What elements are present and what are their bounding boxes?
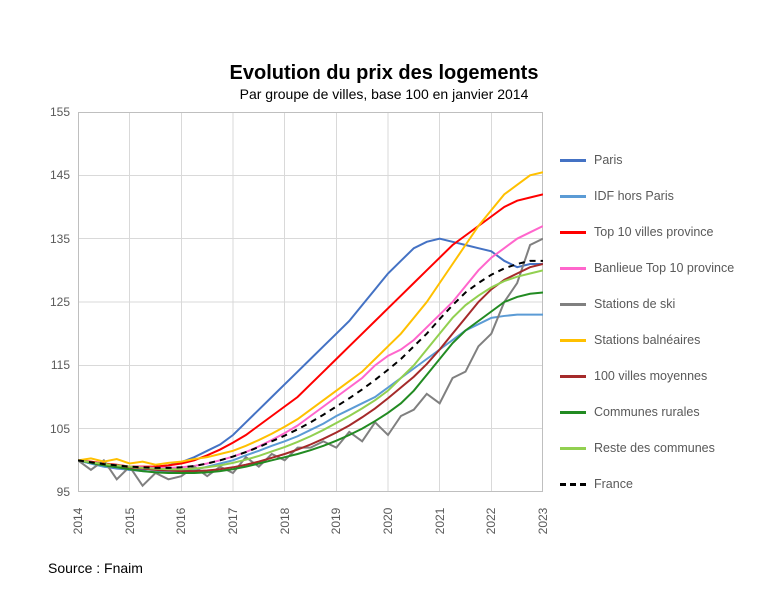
legend-swatch (560, 411, 586, 414)
legend-swatch (560, 339, 586, 342)
legend-swatch (560, 483, 586, 486)
legend-item: Paris (560, 150, 622, 170)
legend-label: Stations balnéaires (594, 333, 700, 347)
x-tick-label: 2020 (381, 508, 395, 535)
legend-item: IDF hors Paris (560, 186, 674, 206)
legend-label: France (594, 477, 633, 491)
legend-label: 100 villes moyennes (594, 369, 707, 383)
legend-label: Stations de ski (594, 297, 675, 311)
legend-item: Stations de ski (560, 294, 675, 314)
legend-item: Reste des communes (560, 438, 715, 458)
y-tick-label: 105 (30, 422, 70, 436)
legend-item: Top 10 villes province (560, 222, 714, 242)
source-label: Source : Fnaim (48, 560, 143, 576)
legend-swatch (560, 267, 586, 270)
legend-label: Reste des communes (594, 441, 715, 455)
legend-item: France (560, 474, 633, 494)
x-tick-label: 2016 (174, 508, 188, 535)
legend-label: Banlieue Top 10 province (594, 261, 734, 275)
x-tick-label: 2023 (536, 508, 550, 535)
legend-label: Top 10 villes province (594, 225, 714, 239)
x-tick-label: 2018 (278, 508, 292, 535)
legend-swatch (560, 231, 586, 234)
legend-swatch (560, 447, 586, 450)
legend-swatch (560, 375, 586, 378)
x-tick-label: 2022 (484, 508, 498, 535)
series-stations-baln-aires (78, 172, 543, 465)
chart-title: Evolution du prix des logements (0, 62, 768, 85)
legend-swatch (560, 159, 586, 162)
x-tick-label: 2017 (226, 508, 240, 535)
y-tick-label: 135 (30, 232, 70, 246)
chart-container: Evolution du prix des logements Par grou… (0, 0, 768, 607)
x-tick-label: 2019 (329, 508, 343, 535)
legend-label: Paris (594, 153, 622, 167)
legend-item: 100 villes moyennes (560, 366, 707, 386)
series-communes-rurales (78, 293, 543, 474)
chart-subtitle: Par groupe de villes, base 100 en janvie… (0, 86, 768, 102)
legend-swatch (560, 303, 586, 306)
legend-swatch (560, 195, 586, 198)
x-tick-label: 2015 (123, 508, 137, 535)
y-tick-label: 95 (30, 485, 70, 499)
legend-label: IDF hors Paris (594, 189, 674, 203)
x-tick-label: 2021 (433, 508, 447, 535)
legend-label: Communes rurales (594, 405, 700, 419)
legend-item: Banlieue Top 10 province (560, 258, 734, 278)
plot-area (78, 112, 543, 492)
y-tick-label: 155 (30, 105, 70, 119)
series-100-villes-moyennes (78, 264, 543, 471)
x-tick-label: 2014 (71, 508, 85, 535)
series-banlieue-top-10-province (78, 226, 543, 468)
y-tick-label: 115 (30, 358, 70, 372)
legend-item: Communes rurales (560, 402, 700, 422)
y-tick-label: 145 (30, 168, 70, 182)
series-reste-des-communes (78, 270, 543, 469)
legend-item: Stations balnéaires (560, 330, 700, 350)
y-tick-label: 125 (30, 295, 70, 309)
